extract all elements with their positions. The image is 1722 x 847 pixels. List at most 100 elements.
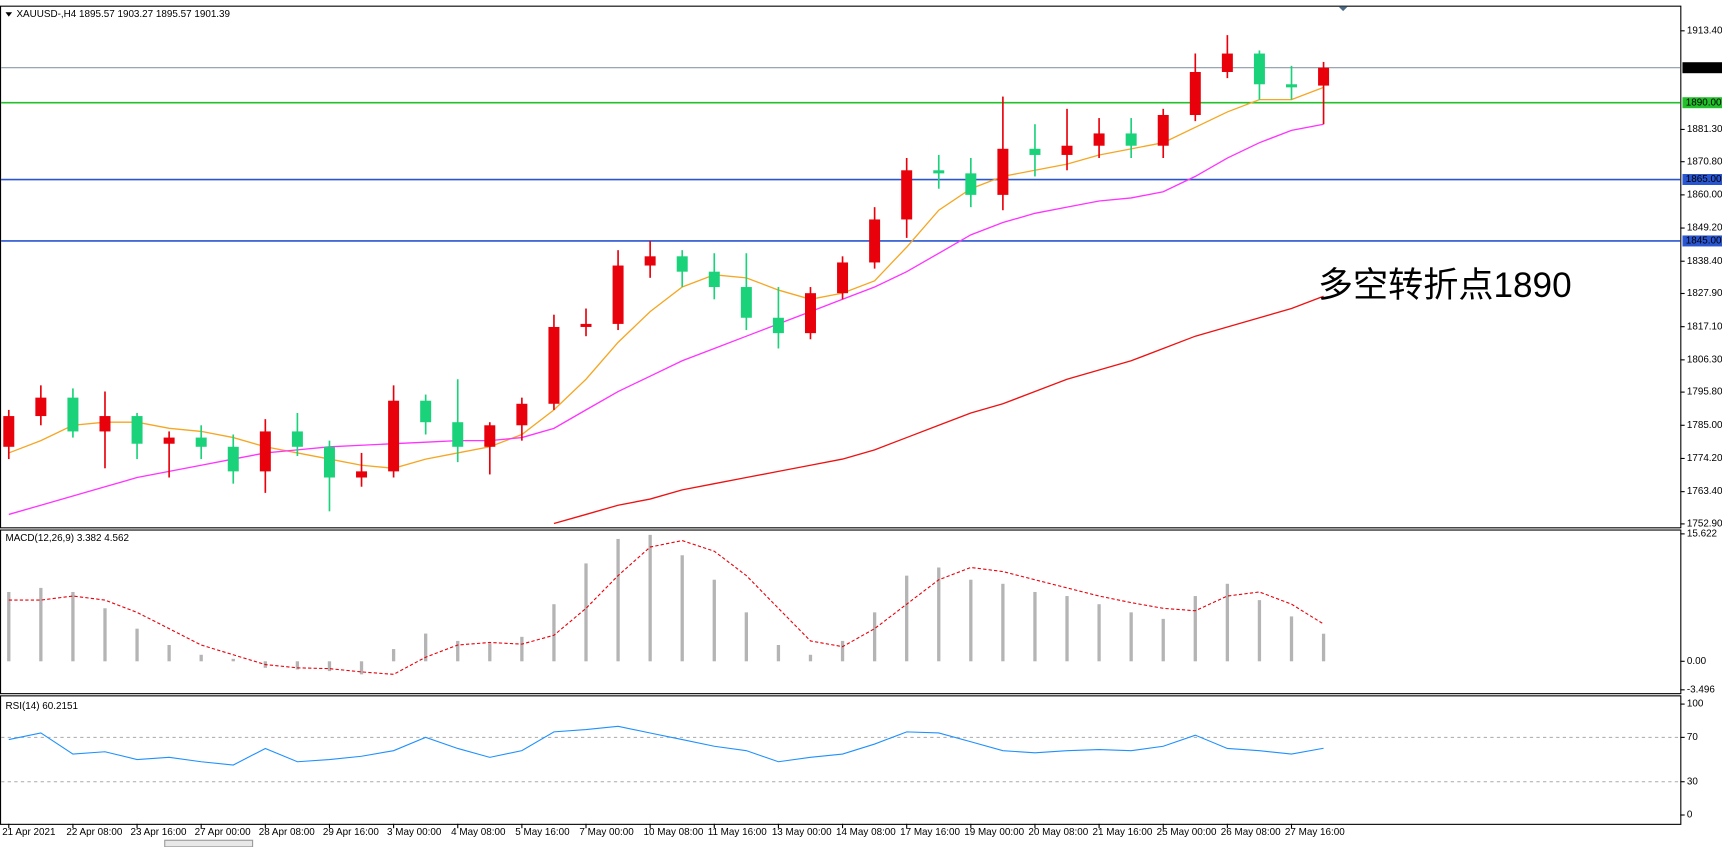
candle-body [869, 219, 881, 263]
y-tick-label: -3.496 [1687, 684, 1716, 695]
y-tick-label: 1860.00 [1687, 189, 1722, 200]
macd-bar [424, 633, 428, 662]
y-tick-label: 1763.40 [1687, 486, 1722, 497]
macd-bar [231, 658, 235, 662]
candle-body [323, 446, 335, 478]
macd-bar [680, 555, 684, 662]
y-tick-label: 1806.30 [1687, 354, 1722, 365]
macd-bar [199, 654, 203, 662]
macd-bar [7, 591, 11, 662]
macd-bar [391, 649, 396, 662]
macd-bar [1161, 618, 1165, 662]
candle-body [1157, 114, 1169, 146]
candle-body [131, 416, 143, 444]
x-tick-label: 28 Apr 08:00 [259, 827, 316, 838]
macd-bar [1193, 596, 1197, 662]
macd-bar [1065, 596, 1069, 662]
level-label-box [1682, 235, 1722, 247]
x-tick-label: 27 Apr 00:00 [195, 827, 252, 838]
x-tick-label: 7 May 00:00 [579, 827, 634, 838]
candle-body [1061, 145, 1073, 155]
candle-body [356, 471, 368, 478]
x-tick-label: 21 Apr 2021 [2, 827, 56, 838]
candle-body [388, 400, 400, 472]
candle-body [420, 400, 432, 423]
candle-body [837, 262, 849, 294]
level-label: 1865.00 [1686, 174, 1722, 185]
macd-bar [1289, 616, 1294, 662]
x-tick-label: 20 May 08:00 [1028, 827, 1088, 838]
candle-body [548, 326, 560, 404]
candle-body [1221, 53, 1233, 72]
candle-body [1189, 71, 1201, 115]
macd-bar [167, 644, 171, 662]
x-tick-label: 13 May 00:00 [772, 827, 832, 838]
candle-body [708, 271, 720, 288]
x-tick-label: 19 May 00:00 [964, 827, 1024, 838]
x-tick-label: 11 May 16:00 [708, 827, 768, 838]
macd-bar [71, 591, 75, 662]
candle-body [195, 437, 207, 447]
x-tick-label: 25 May 00:00 [1157, 827, 1217, 838]
macd-bar [39, 587, 43, 662]
candle-body [227, 446, 239, 472]
x-tick-label: 23 Apr 16:00 [130, 827, 187, 838]
y-tick-label: 1838.40 [1687, 256, 1722, 267]
level-label: 1845.00 [1686, 236, 1722, 247]
candle-body [163, 437, 175, 444]
y-tick-label: 1881.30 [1687, 124, 1722, 135]
candle-body [997, 148, 1009, 195]
y-tick-label: 15.622 [1687, 528, 1717, 539]
macd-bar [520, 636, 524, 662]
macd-bar [969, 579, 973, 662]
shift-marker [1338, 6, 1348, 12]
macd-bar [456, 640, 460, 662]
moving-average [8, 86, 1324, 469]
macd-bar [1001, 583, 1005, 662]
macd-bar [1129, 612, 1133, 662]
candle-body [676, 256, 688, 272]
macd-bar [712, 579, 716, 662]
macd-bar [744, 612, 748, 662]
moving-average [553, 295, 1324, 525]
y-tick-label: 0.00 [1687, 656, 1707, 667]
candle-body [484, 425, 496, 447]
y-tick-label: 1795.80 [1687, 387, 1722, 398]
candle-body [901, 170, 913, 220]
macd-bar [905, 575, 909, 662]
candle-body [1286, 84, 1297, 88]
macd-bar [1225, 583, 1230, 662]
x-tick-label: 22 Apr 08:00 [66, 827, 123, 838]
macd-bar [648, 534, 652, 662]
candle-body [580, 323, 592, 327]
y-tick-label: 1785.00 [1687, 420, 1722, 431]
level-label-box [1682, 62, 1722, 74]
rsi-line [8, 725, 1324, 766]
x-tick-label: 4 May 08:00 [451, 827, 506, 838]
macd-title: MACD(12,26,9) 3.382 4.562 [5, 533, 129, 544]
level-label-box [1682, 97, 1722, 109]
macd-bar [616, 538, 620, 662]
tab[interactable] [164, 839, 254, 847]
rsi-title: RSI(14) 60.2151 [5, 701, 78, 712]
x-tick-label: 3 May 00:00 [387, 827, 442, 838]
menu-arrow[interactable] [5, 12, 13, 17]
macd-bar [1033, 591, 1037, 662]
y-tick-label: 1817.10 [1687, 321, 1722, 332]
macd-bar [872, 612, 877, 662]
macd-bar [103, 608, 107, 662]
candle-body [1093, 133, 1105, 146]
signal-line [8, 540, 1324, 675]
macd-bar [552, 604, 556, 662]
rsi-panel-frame [0, 695, 1682, 825]
candle-body [644, 256, 656, 266]
x-tick-label: 21 May 16:00 [1093, 827, 1153, 838]
candle-body [1318, 67, 1330, 86]
macd-bar [808, 654, 813, 662]
candle-body [1029, 148, 1041, 155]
macd-bar [1321, 633, 1326, 662]
y-tick-label: 70 [1687, 732, 1698, 743]
